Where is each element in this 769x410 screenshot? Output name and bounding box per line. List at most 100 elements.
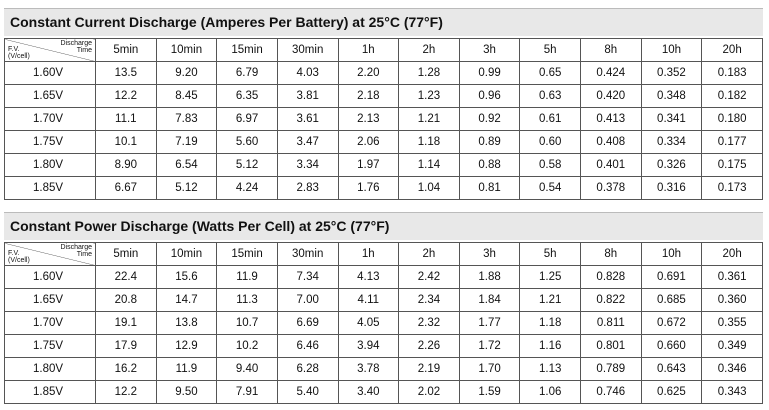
corner-time: Discharge Time — [60, 244, 92, 258]
value-cell: 0.58 — [519, 153, 581, 177]
value-cell: 14.7 — [155, 288, 218, 312]
column-header: 3h — [458, 38, 521, 62]
value-cell: 6.79 — [216, 61, 278, 85]
fv-cell: 1.85V — [4, 176, 96, 200]
value-cell: 7.83 — [155, 107, 218, 131]
value-cell: 2.34 — [398, 288, 460, 312]
value-cell: 13.8 — [155, 311, 218, 335]
value-cell: 2.26 — [398, 334, 460, 358]
value-cell: 10.1 — [95, 130, 157, 154]
value-cell: 1.70 — [458, 357, 521, 381]
value-cell: 0.65 — [519, 61, 581, 85]
fv-cell: 1.75V — [4, 334, 96, 358]
value-cell: 1.77 — [458, 311, 521, 335]
value-cell: 0.746 — [580, 380, 642, 404]
value-cell: 12.9 — [155, 334, 218, 358]
value-cell: 10.2 — [216, 334, 278, 358]
value-cell: 0.685 — [640, 288, 703, 312]
value-cell: 0.822 — [580, 288, 642, 312]
value-cell: 11.3 — [216, 288, 278, 312]
column-header: 2h — [398, 242, 460, 266]
fv-cell: 1.60V — [4, 265, 96, 289]
value-cell: 0.420 — [580, 84, 642, 108]
data-table: Discharge Time F.V. (V/cell) 5min 10min 15min 3… — [4, 242, 763, 404]
fv-cell: 1.80V — [4, 357, 96, 381]
column-header: 5min — [95, 38, 157, 62]
value-cell: 6.67 — [95, 176, 157, 200]
value-cell: 9.50 — [155, 380, 218, 404]
data-row: 1.75V 17.9 12.9 10.2 6.46 3.94 2.26 1.72 1.16 0.8… — [4, 334, 763, 358]
value-cell: 1.21 — [519, 288, 581, 312]
column-header: 15min — [216, 38, 278, 62]
value-cell: 1.18 — [519, 311, 581, 335]
value-cell: 4.24 — [216, 176, 278, 200]
value-cell: 3.61 — [276, 107, 339, 131]
value-cell: 1.25 — [519, 265, 581, 289]
fv-cell: 1.65V — [4, 288, 96, 312]
value-cell: 1.06 — [519, 380, 581, 404]
column-header: 10h — [640, 242, 703, 266]
table-title: Constant Power Discharge (Watts Per Cell… — [4, 212, 763, 240]
value-cell: 0.378 — [580, 176, 642, 200]
value-cell: 0.691 — [640, 265, 703, 289]
column-header: 1h — [337, 38, 400, 62]
fv-cell: 1.85V — [4, 380, 96, 404]
value-cell: 12.2 — [95, 380, 157, 404]
value-cell: 7.00 — [276, 288, 339, 312]
corner-text: Discharge — [60, 40, 92, 47]
value-cell: 2.18 — [337, 84, 400, 108]
value-cell: 5.12 — [155, 176, 218, 200]
column-header: 2h — [398, 38, 460, 62]
column-header: 10min — [155, 242, 218, 266]
value-cell: 9.20 — [155, 61, 218, 85]
value-cell: 22.4 — [95, 265, 157, 289]
value-cell: 3.94 — [337, 334, 400, 358]
value-cell: 19.1 — [95, 311, 157, 335]
corner-text: (V/cell) — [8, 257, 30, 264]
value-cell: 4.13 — [337, 265, 400, 289]
value-cell: 6.97 — [216, 107, 278, 131]
value-cell: 1.23 — [398, 84, 460, 108]
corner-cell: Discharge Time F.V. (V/cell) — [4, 242, 96, 266]
value-cell: 0.183 — [701, 61, 763, 85]
column-header: 3h — [458, 242, 521, 266]
corner-time: Discharge Time — [60, 40, 92, 54]
value-cell: 7.91 — [216, 380, 278, 404]
value-cell: 7.34 — [276, 265, 339, 289]
corner-text: (V/cell) — [8, 53, 30, 60]
value-cell: 8.90 — [95, 153, 157, 177]
value-cell: 0.346 — [701, 357, 763, 381]
value-cell: 0.352 — [640, 61, 703, 85]
value-cell: 3.34 — [276, 153, 339, 177]
value-cell: 0.175 — [701, 153, 763, 177]
column-header: 30min — [276, 38, 339, 62]
value-cell: 0.355 — [701, 311, 763, 335]
value-cell: 2.06 — [337, 130, 400, 154]
value-cell: 0.177 — [701, 130, 763, 154]
value-cell: 0.424 — [580, 61, 642, 85]
fv-cell: 1.65V — [4, 84, 96, 108]
value-cell: 0.643 — [640, 357, 703, 381]
column-header: 15min — [216, 242, 278, 266]
value-cell: 0.81 — [458, 176, 521, 200]
value-cell: 17.9 — [95, 334, 157, 358]
value-cell: 0.672 — [640, 311, 703, 335]
data-row: 1.75V 10.1 7.19 5.60 3.47 2.06 1.18 0.89 0.60 0.4… — [4, 130, 763, 154]
value-cell: 6.28 — [276, 357, 339, 381]
value-cell: 0.401 — [580, 153, 642, 177]
value-cell: 2.19 — [398, 357, 460, 381]
value-cell: 1.97 — [337, 153, 400, 177]
value-cell: 2.83 — [276, 176, 339, 200]
value-cell: 8.45 — [155, 84, 218, 108]
value-cell: 7.19 — [155, 130, 218, 154]
value-cell: 1.21 — [398, 107, 460, 131]
data-row: 1.70V 19.1 13.8 10.7 6.69 4.05 2.32 1.77 1.18 0.8… — [4, 311, 763, 335]
value-cell: 0.63 — [519, 84, 581, 108]
value-cell: 6.69 — [276, 311, 339, 335]
column-header: 30min — [276, 242, 339, 266]
value-cell: 12.2 — [95, 84, 157, 108]
value-cell: 0.348 — [640, 84, 703, 108]
value-cell: 1.59 — [458, 380, 521, 404]
data-table: Discharge Time F.V. (V/cell) 5min 10min 15min 3… — [4, 38, 763, 200]
